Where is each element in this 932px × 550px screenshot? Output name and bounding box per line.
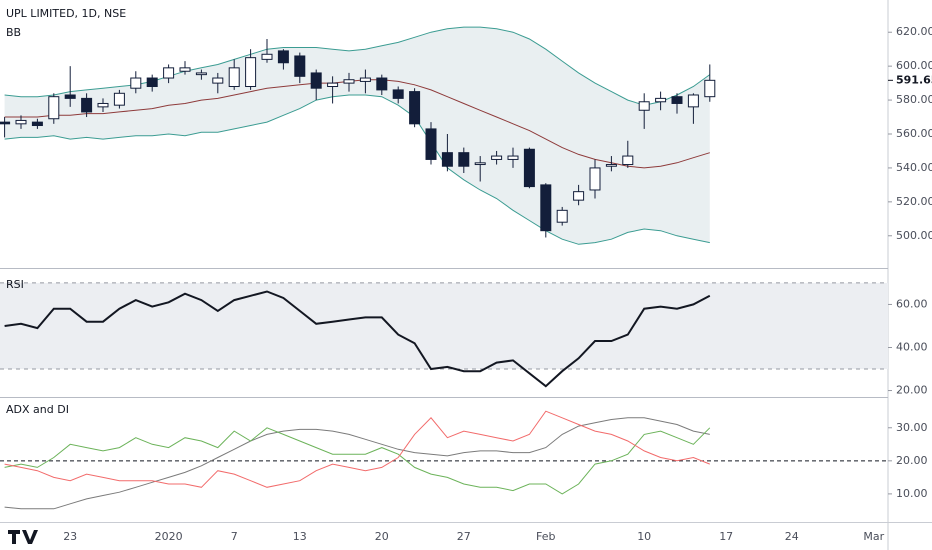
x-tick-label: 27 <box>457 530 471 543</box>
marks <box>0 26 893 510</box>
x-tick-label: 24 <box>785 530 799 543</box>
chart-title: UPL LIMITED, 1D, NSE <box>6 7 126 20</box>
candle-body <box>163 67 175 79</box>
x-tick-label: Mar <box>863 530 884 543</box>
candle-body <box>638 101 650 111</box>
indicator-label: BB <box>6 26 21 39</box>
y-tick-label: 20.00 <box>896 384 928 397</box>
x-tick-label: Feb <box>536 530 555 543</box>
candle-body <box>130 77 142 89</box>
candle-body <box>212 77 224 84</box>
last-price-label: 591.65 <box>896 73 932 86</box>
candle-body <box>0 121 11 125</box>
candle-body <box>491 155 503 160</box>
candle-body <box>540 184 552 232</box>
y-tick-label: 500.00 <box>896 229 932 242</box>
rsi-band <box>0 282 888 370</box>
candle-body <box>146 77 158 88</box>
x-tick-label: 2020 <box>155 530 183 543</box>
candle-body <box>261 53 273 60</box>
y-tick-label: 600.00 <box>896 59 932 72</box>
y-tick-label: 540.00 <box>896 161 932 174</box>
bollinger-fill <box>4 27 710 245</box>
candle-body <box>655 97 667 103</box>
indicator-line <box>4 410 710 488</box>
candle-body <box>327 82 339 88</box>
candle-body <box>507 155 519 160</box>
x-tick-label: 20 <box>375 530 389 543</box>
candle-body <box>15 119 27 125</box>
candle-body <box>425 128 437 160</box>
x-tick-label: 13 <box>293 530 307 543</box>
indicator-line <box>4 290 711 388</box>
candle-body <box>359 77 371 82</box>
candle-body <box>343 79 355 84</box>
candle-body <box>310 72 322 89</box>
candle-body <box>458 152 470 167</box>
candle-body <box>671 96 683 104</box>
candle-body <box>409 91 421 125</box>
candle-body <box>622 155 634 166</box>
candle-body <box>31 121 43 127</box>
candle-body <box>228 67 240 88</box>
indicator-line <box>4 94 710 245</box>
candle-body <box>277 50 289 64</box>
candle-body <box>605 164 617 167</box>
y-tick-label: 60.00 <box>896 297 928 310</box>
candle-body <box>294 55 306 77</box>
candle-body <box>523 148 535 188</box>
indicator-line <box>4 427 711 495</box>
candle-body <box>48 96 60 120</box>
candle-body <box>97 102 109 108</box>
candle-body <box>704 79 716 98</box>
x-tick-label: 7 <box>231 530 238 543</box>
candle-body <box>474 162 486 166</box>
candle-body <box>441 152 453 167</box>
fills <box>0 27 888 462</box>
y-tick-label: 620.00 <box>896 25 932 38</box>
candle-body <box>392 89 404 99</box>
candle-body <box>64 94 76 99</box>
y-tick-label: 30.00 <box>896 421 928 434</box>
candle-body <box>179 67 191 72</box>
y-tick-label: 20.00 <box>896 454 928 467</box>
y-tick-label: 10.00 <box>896 487 928 500</box>
y-tick-label: 40.00 <box>896 340 928 353</box>
panel-title: ADX and DI <box>6 403 69 416</box>
candle-body <box>195 72 207 76</box>
candle-body <box>113 92 125 106</box>
candle-body <box>589 167 601 191</box>
indicator-line <box>4 26 711 106</box>
y-tick-label: 560.00 <box>896 127 932 140</box>
x-tick-label: 17 <box>719 530 733 543</box>
indicator-line <box>4 417 710 510</box>
panel-title: RSI <box>6 278 24 291</box>
indicator-line <box>4 79 710 169</box>
candle-body <box>245 57 257 88</box>
y-tick-label: 520.00 <box>896 195 932 208</box>
y-tick-label: 580.00 <box>896 93 932 106</box>
candle-body <box>687 94 699 108</box>
candle-body <box>573 191 585 201</box>
x-tick-label: 23 <box>63 530 77 543</box>
candle-body <box>556 209 568 223</box>
x-tick-label: 10 <box>637 530 651 543</box>
logo <box>8 530 38 544</box>
labels: UPL LIMITED, 1D, NSE BB RSI ADX and DI 2… <box>6 7 932 543</box>
candle-body <box>376 77 388 91</box>
logo-mark <box>8 530 38 544</box>
candle-body <box>81 97 93 113</box>
